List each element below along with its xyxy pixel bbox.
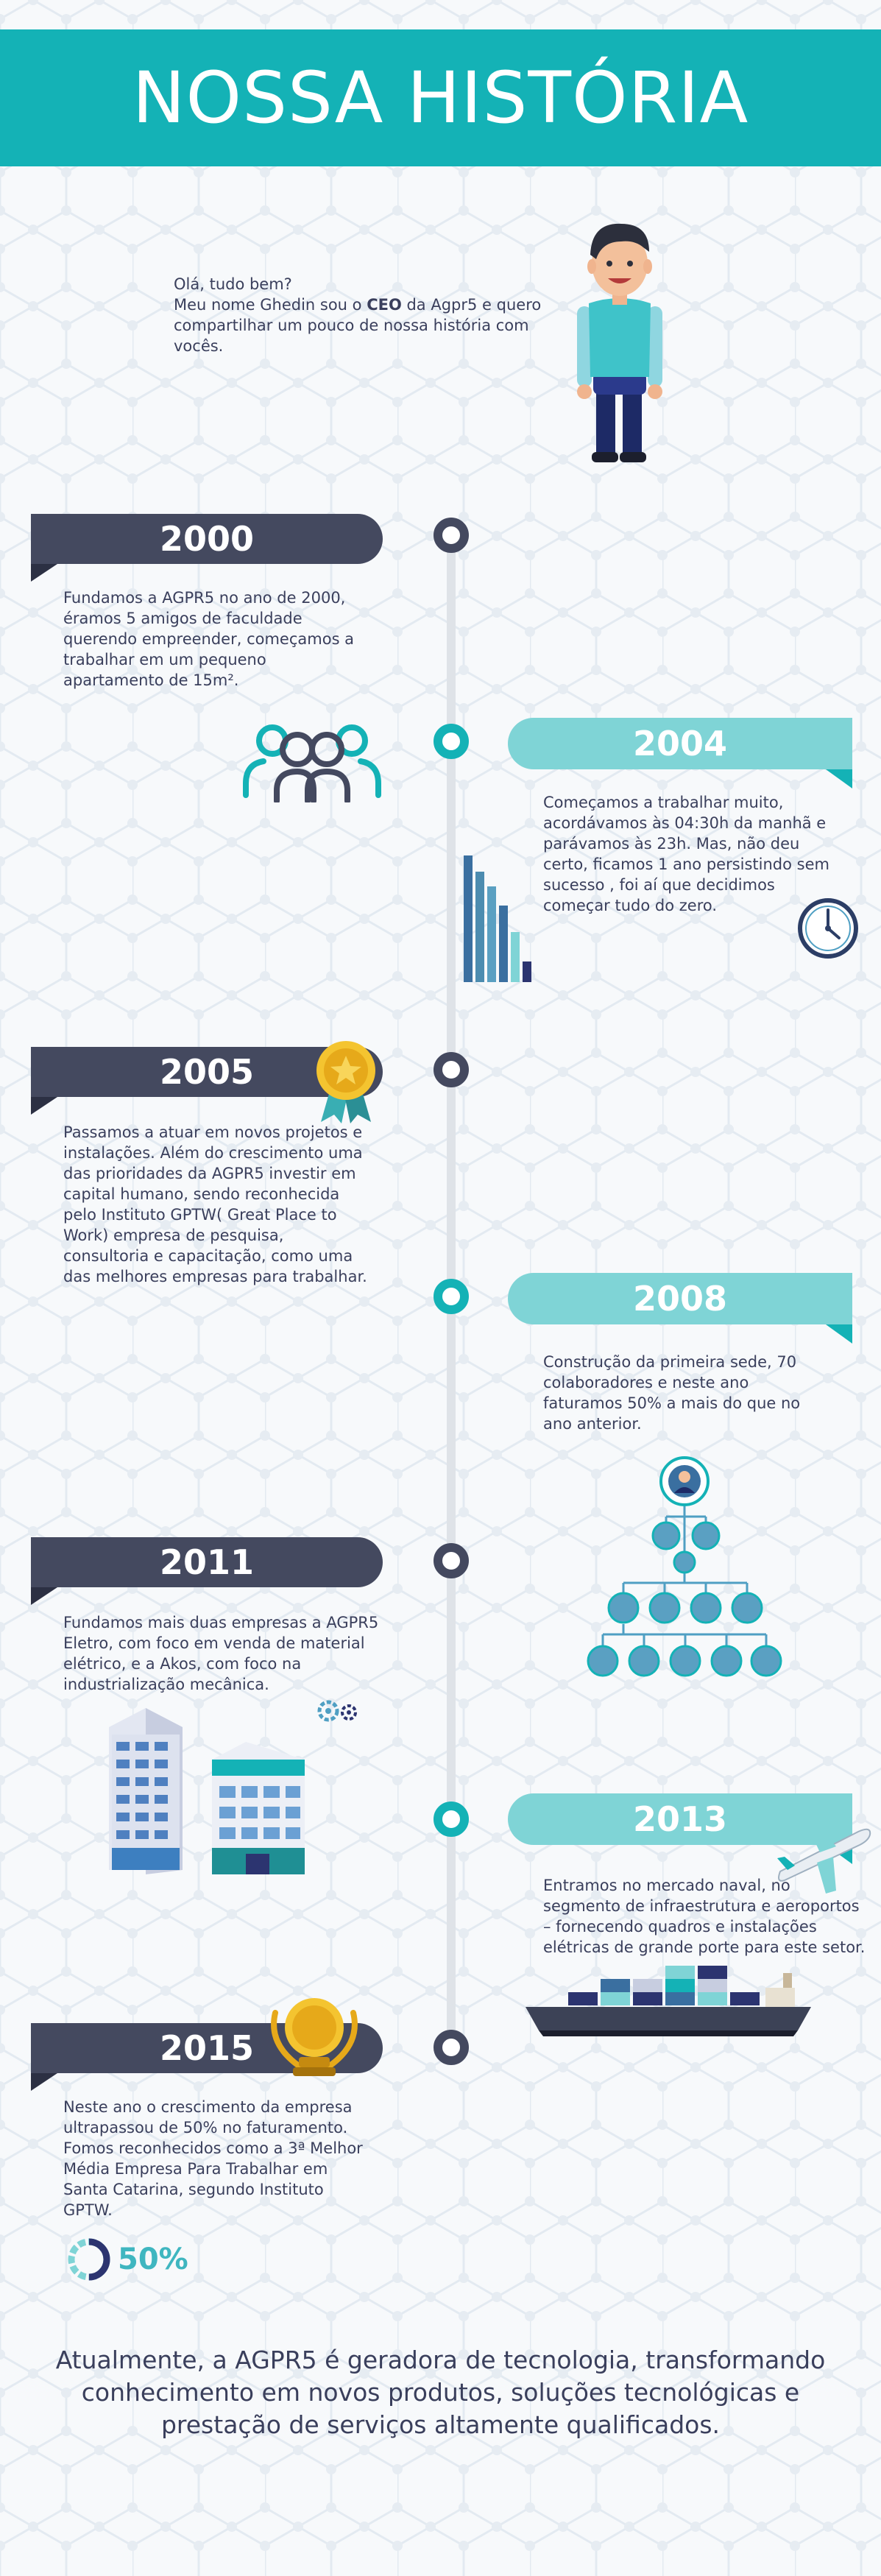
year-banner-2008: 2008 [508,1273,852,1344]
year-label: 2000 [159,519,255,559]
intro-message-start: Meu nome Ghedin sou o [174,296,367,314]
gears-icon [317,1700,357,1722]
timeline-node-2013 [434,1802,469,1837]
medal-icon [316,1041,375,1123]
timeline-text-2005: Passamos a atuar em novos projetos e ins… [63,1123,367,1285]
timeline-text-2013: Entramos no mercado naval, no segmento d… [543,1877,866,1956]
timeline-text-2000: Fundamos a AGPR5 no ano de 2000, éramos … [63,589,355,689]
banner-fold [31,2073,57,2091]
year-label: 2011 [159,1542,255,1582]
timeline-node-2011 [434,1543,469,1578]
banner-fold [826,769,852,788]
timeline-node-2000 [434,518,469,553]
timeline-text-2011: Fundamos mais duas empresas a AGPR5 Elet… [63,1614,379,1693]
banner-fold [826,1324,852,1344]
year-banner-2011: 2011 [31,1537,383,1605]
year-label: 2004 [632,724,728,763]
year-label: 2008 [632,1279,728,1319]
banner-fold [31,1587,57,1605]
timeline-text-2015: Neste ano o crescimento da empresa ultra… [63,2098,363,2219]
team-icon [243,724,381,802]
cargo-ship-icon [526,1966,811,2036]
timeline-text-2004: Começamos a trabalhar muito, acordávamos… [543,794,829,914]
timeline-node-2005 [434,1052,469,1087]
page-title: NOSSA HISTÓRIA [132,57,749,139]
progress-ring-icon [68,2238,110,2281]
timeline-node-2004 [434,724,469,759]
year-banner-2013: 2013 [508,1793,852,1864]
trophy-icon [271,1998,358,2076]
org-chart-icon [587,1456,782,1677]
intro-greeting: Olá, tudo bem? [174,275,292,293]
growth-percent: 50% [118,2242,188,2276]
year-banner-2004: 2004 [508,718,852,788]
timeline-text-2008: Construção da primeira sede, 70 colabora… [543,1353,801,1433]
year-label: 2005 [159,1052,255,1092]
year-label: 2013 [632,1799,728,1839]
closing-statement: Atualmente, a AGPR5 é geradora de tecnol… [55,2346,826,2439]
clock-icon [798,898,858,959]
intro-message-end: da Agpr5 e quero compartilhar um pouco d… [174,296,542,355]
timeline-node-2008 [434,1279,469,1314]
buildings-icon [109,1708,305,1874]
intro-ceo: CEO [367,296,402,314]
banner-fold [31,564,57,582]
year-banner-2000: 2000 [31,514,383,582]
banner-fold [31,1097,57,1115]
page-header: NOSSA HISTÓRIA [0,29,881,166]
airplane-icon [777,1823,871,1894]
person-avatar [577,223,662,462]
intro-message: Meu nome Ghedin sou o CEO da Agpr5 e que… [174,294,571,356]
intro-text: Olá, tudo bem? Meu nome Ghedin sou o CEO… [174,274,571,356]
timeline-node-2015 [434,2030,469,2065]
year-label: 2015 [159,2028,255,2068]
bar-chart-icon [464,855,531,982]
